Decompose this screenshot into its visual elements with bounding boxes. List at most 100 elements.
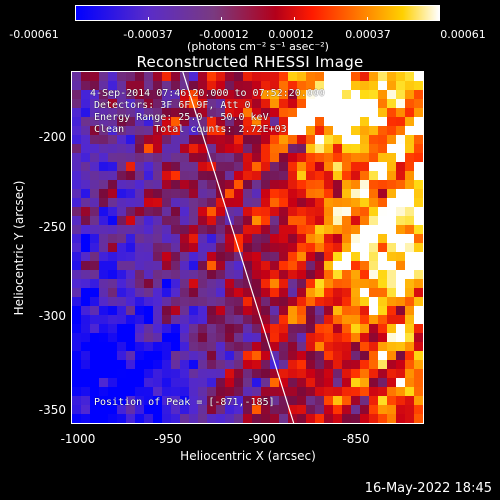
heatmap-cell [216, 297, 226, 307]
heatmap-cell [198, 360, 208, 370]
heatmap-cell [387, 72, 397, 82]
heatmap-cell [333, 414, 343, 423]
heatmap-cell [153, 351, 163, 361]
heatmap-cell [333, 90, 343, 100]
colorbar-tick-label: -0.00061 [9, 28, 59, 41]
heatmap-cell [135, 270, 145, 280]
heatmap-cell [351, 117, 361, 127]
heatmap-cell [252, 72, 262, 82]
heatmap-cell [216, 171, 226, 181]
heatmap-cell [189, 144, 199, 154]
heatmap-cell [315, 153, 325, 163]
heatmap-cell [360, 108, 370, 118]
heatmap-cell [261, 207, 271, 217]
heatmap-cell [180, 270, 190, 280]
heatmap-cell [315, 369, 325, 379]
heatmap-cell [378, 153, 388, 163]
heatmap-cell [225, 234, 235, 244]
heatmap-cell [279, 315, 289, 325]
heatmap-cell [99, 225, 109, 235]
heatmap-cell [207, 261, 217, 271]
heatmap-cell [333, 378, 343, 388]
heatmap-cell [342, 351, 352, 361]
heatmap-cell [72, 387, 82, 397]
heatmap-cell [162, 81, 172, 91]
heatmap-cell [369, 216, 379, 226]
heatmap-cell [360, 189, 370, 199]
heatmap-cell [72, 306, 82, 316]
heatmap-cell [333, 225, 343, 235]
heatmap-cell [405, 369, 415, 379]
heatmap-cell [351, 261, 361, 271]
heatmap-cell [324, 360, 334, 370]
heatmap-cell [288, 315, 298, 325]
heatmap-cell [396, 90, 406, 100]
heatmap-cell [306, 279, 316, 289]
heatmap-cell [288, 153, 298, 163]
heatmap-cell [135, 324, 145, 334]
heatmap-cell [108, 135, 118, 145]
heatmap-cell [252, 171, 262, 181]
heatmap-cell [315, 216, 325, 226]
heatmap-cell [378, 261, 388, 271]
heatmap-cell [117, 243, 127, 253]
heatmap-cell [315, 378, 325, 388]
heatmap-cell [234, 405, 244, 415]
heatmap-cell [243, 360, 253, 370]
heatmap-cell [360, 225, 370, 235]
heatmap-cell [216, 144, 226, 154]
heatmap-cell [270, 90, 280, 100]
heatmap-cell [216, 342, 226, 352]
heatmap-cell [360, 360, 370, 370]
heatmap-cell [306, 288, 316, 298]
heatmap-cell [342, 171, 352, 181]
heatmap-cell [261, 288, 271, 298]
heatmap-cell [324, 234, 334, 244]
heatmap-cell [198, 216, 208, 226]
heatmap-cell [234, 108, 244, 118]
heatmap-cell [333, 315, 343, 325]
heatmap-cell [171, 162, 181, 172]
heatmap-cell [180, 144, 190, 154]
heatmap-cell [99, 207, 109, 217]
heatmap-cell [261, 378, 271, 388]
heatmap-cell [198, 396, 208, 406]
heatmap-cell [360, 171, 370, 181]
heatmap-cell [135, 171, 145, 181]
heatmap-cell [144, 378, 154, 388]
heatmap-cell [99, 198, 109, 208]
heatmap-cell [153, 171, 163, 181]
heatmap-cell [135, 72, 145, 82]
heatmap-cell [378, 162, 388, 172]
heatmap-cell [387, 369, 397, 379]
heatmap-cell [270, 369, 280, 379]
heatmap-cell [396, 288, 406, 298]
heatmap-cell [315, 324, 325, 334]
heatmap-cell [387, 342, 397, 352]
heatmap-cell [306, 153, 316, 163]
heatmap-cell [189, 243, 199, 253]
heatmap-cell [135, 216, 145, 226]
heatmap-cell [378, 252, 388, 262]
heatmap-cell [126, 414, 136, 423]
heatmap-cell [360, 261, 370, 271]
heatmap-cell [297, 414, 307, 423]
heatmap-cell [180, 306, 190, 316]
heatmap-cell [108, 333, 118, 343]
heatmap-cell [81, 405, 91, 415]
heatmap-cell [126, 396, 136, 406]
heatmap-cell [99, 306, 109, 316]
heatmap-cell [414, 414, 423, 423]
heatmap-cell [135, 162, 145, 172]
heatmap-cell [261, 252, 271, 262]
heatmap-cell [252, 153, 262, 163]
heatmap-cell [135, 315, 145, 325]
heatmap-cell [396, 360, 406, 370]
heatmap-cell [414, 225, 423, 235]
heatmap-cell [270, 189, 280, 199]
heatmap-cell [342, 342, 352, 352]
heatmap-cell [207, 396, 217, 406]
colorbar-tick-label: 0.00037 [345, 28, 391, 41]
heatmap-cell [135, 90, 145, 100]
heatmap-cell [270, 261, 280, 271]
